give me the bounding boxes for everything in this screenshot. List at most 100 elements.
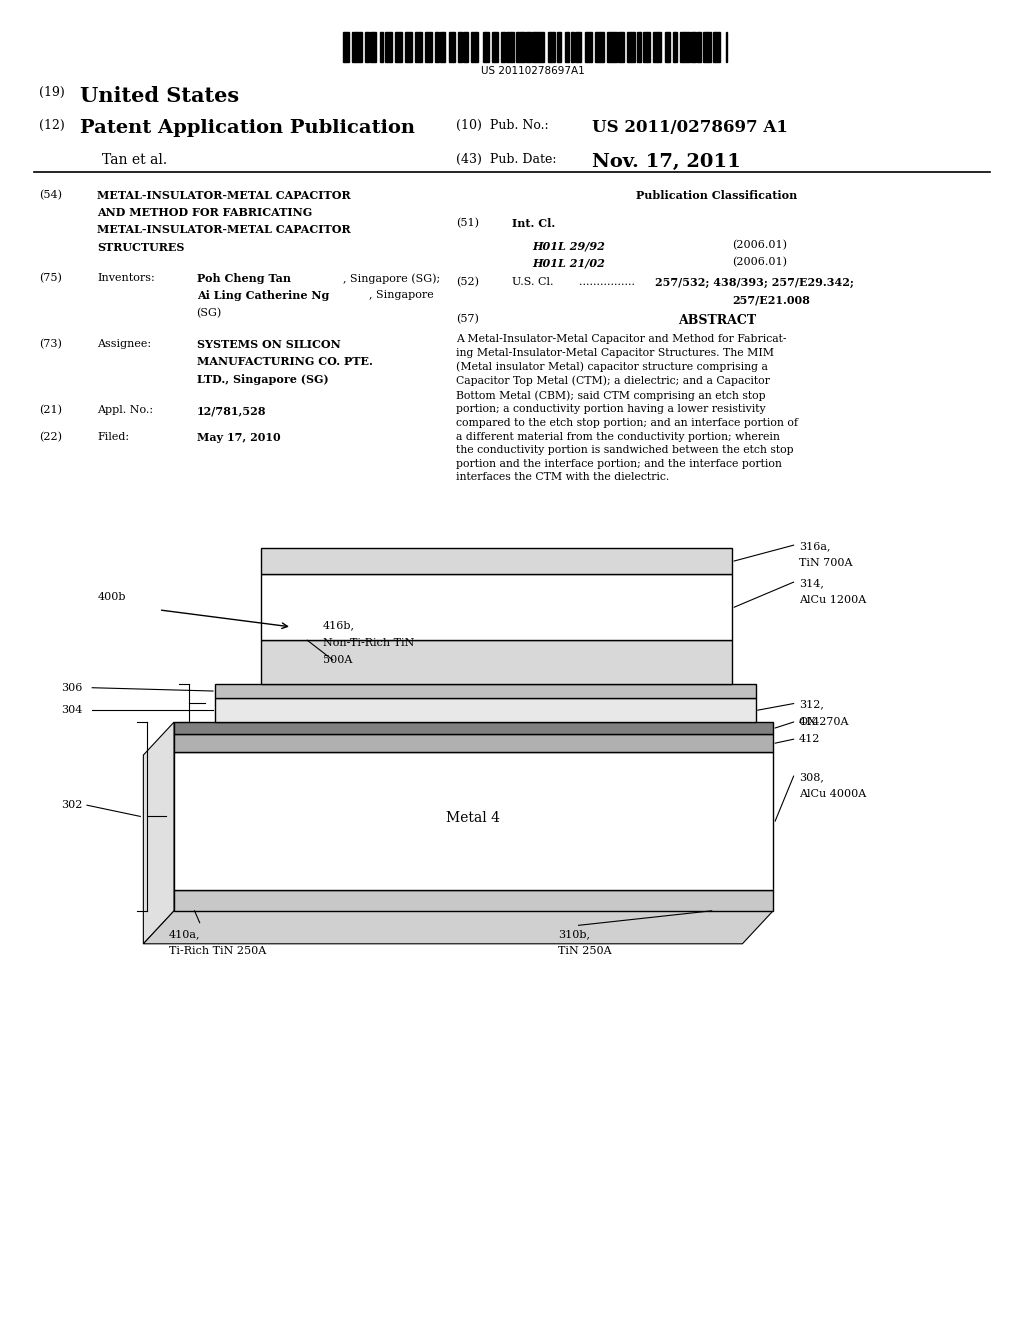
Text: Tan et al.: Tan et al. (102, 153, 168, 168)
Bar (459, 32, 462, 62)
Bar (429, 32, 432, 62)
Text: 12/781,528: 12/781,528 (197, 405, 266, 416)
Bar (716, 32, 720, 62)
Bar (606, 32, 611, 62)
Text: AND METHOD FOR FABRICATING: AND METHOD FOR FABRICATING (97, 207, 312, 218)
Bar (656, 32, 662, 62)
Bar (568, 32, 569, 62)
Text: 410a,: 410a, (169, 929, 201, 940)
Bar (466, 32, 468, 62)
Text: (75): (75) (39, 273, 61, 284)
Text: (51): (51) (456, 218, 478, 228)
Text: Nov. 17, 2011: Nov. 17, 2011 (592, 153, 740, 172)
Text: A Metal-Insulator-Metal Capacitor and Method for Fabricat-
ing Metal-Insulator-M: A Metal-Insulator-Metal Capacitor and Me… (456, 334, 798, 482)
Bar (599, 32, 604, 62)
Text: 412: 412 (799, 734, 820, 744)
Text: (21): (21) (39, 405, 61, 416)
Bar (440, 32, 443, 62)
Text: Patent Application Publication: Patent Application Publication (80, 119, 415, 137)
Text: Appl. No.:: Appl. No.: (97, 405, 154, 416)
Text: SYSTEMS ON SILICON: SYSTEMS ON SILICON (197, 339, 340, 350)
Text: 416b,: 416b, (323, 620, 354, 631)
Bar (261, 574, 732, 640)
Bar (215, 698, 756, 722)
Bar (631, 32, 635, 62)
Bar (558, 32, 561, 62)
Bar (627, 32, 631, 62)
Bar (351, 32, 356, 62)
Bar (483, 32, 485, 62)
Text: Filed:: Filed: (97, 432, 129, 442)
Bar (548, 32, 551, 62)
Text: MANUFACTURING CO. PTE.: MANUFACTURING CO. PTE. (197, 356, 373, 367)
Bar (380, 32, 382, 62)
Text: 302: 302 (61, 800, 83, 810)
Bar (495, 32, 498, 62)
Text: (22): (22) (39, 432, 61, 442)
Text: 257/E21.008: 257/E21.008 (732, 294, 810, 305)
Bar (667, 32, 670, 62)
Bar (435, 32, 436, 62)
Bar (526, 32, 528, 62)
Bar (174, 752, 773, 890)
Bar (702, 32, 707, 62)
Bar (344, 32, 349, 62)
Bar (698, 32, 701, 62)
Bar (415, 32, 421, 62)
Bar (692, 32, 695, 62)
Bar (666, 32, 667, 62)
Bar (538, 32, 544, 62)
Bar (261, 640, 732, 684)
Text: Assignee:: Assignee: (97, 339, 152, 350)
Bar (511, 32, 514, 62)
Bar (528, 32, 530, 62)
Bar (673, 32, 674, 62)
Text: ................: ................ (579, 277, 635, 288)
Bar (174, 722, 773, 734)
Text: (2006.01): (2006.01) (732, 240, 787, 251)
Text: TiN 700A: TiN 700A (799, 558, 852, 569)
Text: STRUCTURES: STRUCTURES (97, 242, 184, 252)
Bar (532, 32, 538, 62)
Bar (385, 32, 390, 62)
Bar (394, 32, 400, 62)
Text: Ti-Rich TiN 250A: Ti-Rich TiN 250A (169, 946, 266, 957)
Bar (713, 32, 716, 62)
Bar (575, 32, 578, 62)
Bar (674, 32, 677, 62)
Bar (556, 32, 558, 62)
Bar (382, 32, 383, 62)
Text: 306: 306 (61, 682, 83, 693)
Bar (411, 32, 412, 62)
Text: H01L 29/92: H01L 29/92 (532, 240, 605, 251)
Bar (356, 32, 361, 62)
Text: 304: 304 (61, 705, 83, 715)
Bar (443, 32, 444, 62)
Text: LTD., Singapore (SG): LTD., Singapore (SG) (197, 374, 329, 384)
Bar (450, 32, 454, 62)
Bar (471, 32, 475, 62)
Bar (504, 32, 505, 62)
Bar (684, 32, 690, 62)
Bar (425, 32, 429, 62)
Text: Ai Ling Catherine Ng: Ai Ling Catherine Ng (197, 290, 329, 301)
Bar (640, 32, 641, 62)
Text: METAL-INSULATOR-METAL CAPACITOR: METAL-INSULATOR-METAL CAPACITOR (97, 190, 351, 201)
Bar (570, 32, 572, 62)
Text: METAL-INSULATOR-METAL CAPACITOR: METAL-INSULATOR-METAL CAPACITOR (97, 224, 351, 235)
Bar (485, 32, 489, 62)
Bar (368, 32, 369, 62)
Text: AlCu 4000A: AlCu 4000A (799, 789, 866, 800)
Bar (652, 32, 656, 62)
Text: 257/532; 438/393; 257/E29.342;: 257/532; 438/393; 257/E29.342; (655, 277, 854, 288)
Polygon shape (143, 911, 773, 944)
Bar (516, 32, 522, 62)
Text: 400b: 400b (97, 591, 126, 602)
Bar (637, 32, 640, 62)
Bar (726, 32, 727, 62)
Bar (551, 32, 555, 62)
Text: ABSTRACT: ABSTRACT (678, 314, 756, 327)
Text: US 2011/0278697 A1: US 2011/0278697 A1 (592, 119, 787, 136)
Text: 308,: 308, (799, 772, 823, 783)
Bar (464, 32, 466, 62)
